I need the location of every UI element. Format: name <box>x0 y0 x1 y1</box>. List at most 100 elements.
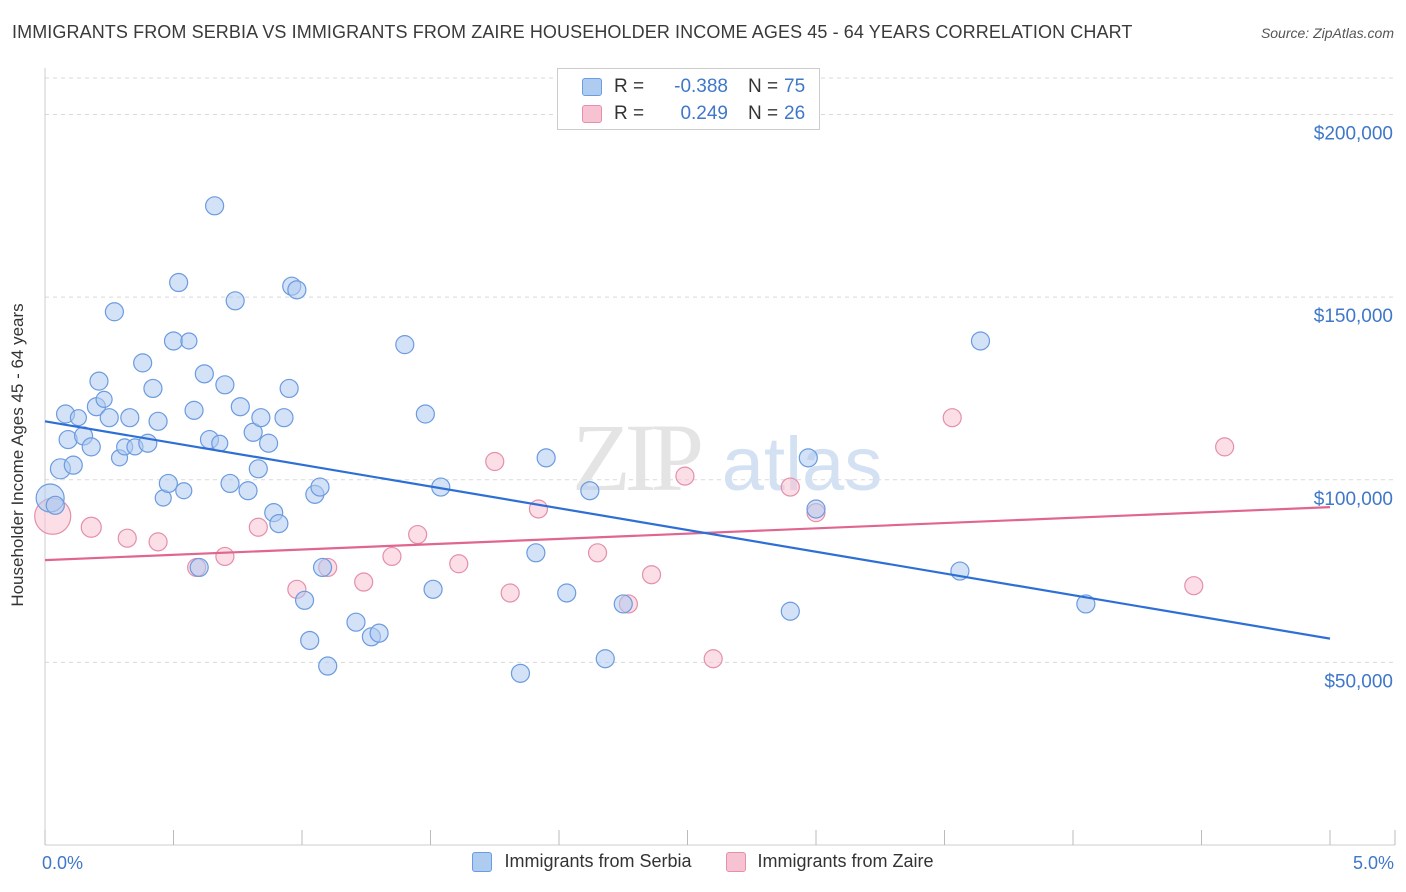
x-tick-label: 0.0% <box>42 853 83 873</box>
zaire-point <box>703 649 723 669</box>
serbia-point <box>184 400 204 420</box>
serbia-point <box>318 656 338 676</box>
r-label: R = <box>614 76 645 97</box>
zaire-point <box>354 572 374 592</box>
legend-item-zaire: Immigrants from Zaire <box>725 851 934 872</box>
zaire-point <box>485 451 505 472</box>
legend-label-serbia: Immigrants from Serbia <box>504 851 692 871</box>
zaire-point <box>641 565 662 585</box>
y-tick-label: $200,000 <box>1314 124 1393 145</box>
serbia-point <box>205 196 225 216</box>
serbia-point <box>143 378 163 399</box>
zaire-point <box>587 543 608 563</box>
serbia-point <box>251 408 271 428</box>
serbia-point <box>189 557 209 578</box>
serbia-point <box>69 409 88 427</box>
serbia-point <box>215 375 235 395</box>
serbia-point <box>346 612 366 632</box>
serbia-point <box>274 408 294 428</box>
serbia-point <box>220 473 240 494</box>
chart-title: IMMIGRANTS FROM SERBIA VS IMMIGRANTS FRO… <box>12 22 1133 42</box>
serbia-point <box>312 557 333 578</box>
serbia-point <box>557 583 577 603</box>
zaire-point <box>117 528 137 548</box>
axes <box>44 68 1396 846</box>
serbia-trend-line <box>44 420 1331 640</box>
serbia-point <box>510 663 531 683</box>
serbia-point <box>780 601 800 621</box>
y-axis-label: Householder Income Ages 45 - 64 years <box>8 303 27 607</box>
serbia-point <box>180 332 198 350</box>
serbia-point <box>1076 594 1096 614</box>
serbia-swatch <box>582 78 602 96</box>
serbia-point <box>423 579 443 599</box>
serbia-point <box>133 353 153 373</box>
serbia-point <box>970 331 991 351</box>
serbia-point <box>294 590 315 610</box>
zaire-point <box>780 477 800 497</box>
r-value: 0.249 <box>680 103 728 124</box>
watermark: ZIP atlas <box>572 404 882 511</box>
legend-row-serbia: R = -0.388 N = 75 <box>582 74 814 100</box>
r-label: R = <box>614 103 645 124</box>
serbia-point <box>536 448 556 468</box>
serbia-point <box>595 649 615 669</box>
y-tick-label: $150,000 <box>1314 306 1393 327</box>
serbia-point <box>95 390 113 409</box>
zaire-point <box>500 583 520 603</box>
serbia-point <box>279 378 299 399</box>
serbia-point <box>148 411 168 431</box>
serbia-point <box>63 455 83 475</box>
zaire-point <box>382 546 402 567</box>
n-label: N = <box>748 103 779 124</box>
n-value: 75 <box>784 76 806 97</box>
zaire-point <box>215 546 235 567</box>
zaire-point <box>148 532 168 552</box>
serbia-point <box>194 364 214 384</box>
legend-row-zaire: R = 0.249 N = 26 <box>582 101 814 127</box>
serbia-point <box>99 408 119 428</box>
trend-lines <box>44 420 1331 640</box>
serbia-point <box>158 473 178 494</box>
zaire-point <box>408 524 428 545</box>
serbia-point <box>225 291 245 311</box>
serbia-point <box>45 495 65 515</box>
x-tick-label: 5.0% <box>1353 853 1394 873</box>
correlation-legend: R = -0.388 N = 75 R = 0.249 N = 26 <box>557 68 820 130</box>
serbia-point <box>269 513 289 534</box>
serbia-point <box>104 302 124 322</box>
serbia-point <box>169 272 189 293</box>
serbia-point <box>613 594 633 614</box>
zaire-point <box>248 517 268 537</box>
serbia-point <box>175 482 193 500</box>
serbia-point <box>310 477 330 497</box>
serbia-point <box>415 404 435 424</box>
legend-item-serbia: Immigrants from Serbia <box>472 851 692 872</box>
zaire-point <box>80 516 102 538</box>
zaire-point <box>1215 437 1235 457</box>
y-tick-label: $50,000 <box>1324 671 1393 692</box>
serbia-point <box>806 499 826 519</box>
serbia-point <box>230 397 250 417</box>
serbia-point <box>258 433 279 453</box>
serbia-point <box>163 331 184 351</box>
serbia-point <box>798 448 818 468</box>
serbia-point <box>238 481 258 501</box>
zaire-legend-swatch <box>725 851 746 872</box>
n-value: 26 <box>784 103 806 124</box>
n-label: N = <box>748 76 779 97</box>
serbia-point <box>526 543 546 563</box>
serbia-point <box>120 408 140 428</box>
source-credit: Source: ZipAtlas.com <box>1260 25 1394 41</box>
serbia-point <box>369 623 389 643</box>
serbia-point <box>81 437 101 457</box>
serbia-point <box>580 481 600 501</box>
zaire-point <box>675 466 695 486</box>
zaire-swatch <box>582 105 602 123</box>
zaire-point <box>942 408 962 428</box>
zaire-point <box>1184 576 1204 596</box>
y-tick-labels: $50,000 $100,000 $150,000 $200,000 <box>1314 124 1393 693</box>
zaire-point <box>449 554 469 574</box>
x-tick-labels: 0.0% 5.0% <box>42 853 1394 873</box>
